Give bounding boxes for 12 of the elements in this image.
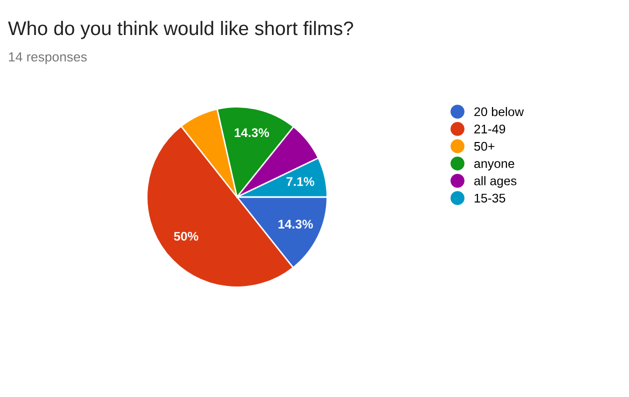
legend-label: all ages — [474, 176, 516, 188]
chart-subtitle: 14 responses — [9, 52, 87, 64]
legend-label: 20 below — [474, 107, 524, 116]
data-label: 7.1% — [286, 177, 314, 186]
data-label: 50% — [174, 232, 198, 241]
data-label: 14.3% — [234, 128, 270, 138]
legend-label: anyone — [474, 161, 514, 170]
legend-label: 21-49 — [474, 124, 506, 134]
legend-label: 50+ — [474, 142, 494, 151]
legend-label: 15-35 — [474, 194, 506, 203]
chart-title: Who do you think would like short films? — [8, 20, 354, 40]
data-label: 14.3% — [278, 220, 313, 229]
